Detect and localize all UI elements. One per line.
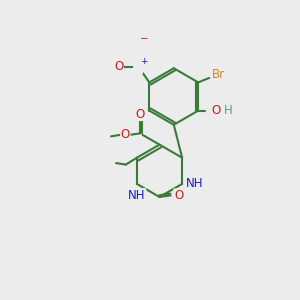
Text: +: + bbox=[140, 57, 147, 66]
Text: Br: Br bbox=[212, 68, 225, 81]
Text: O: O bbox=[121, 128, 130, 141]
Text: O: O bbox=[174, 189, 183, 202]
Text: NH: NH bbox=[186, 177, 203, 190]
Text: O: O bbox=[212, 104, 221, 117]
Text: O: O bbox=[114, 60, 123, 74]
Text: O: O bbox=[136, 107, 145, 121]
Text: −: − bbox=[140, 34, 148, 44]
Text: NH: NH bbox=[128, 189, 146, 202]
Text: N: N bbox=[134, 60, 142, 74]
Text: H: H bbox=[224, 104, 233, 117]
Text: O: O bbox=[134, 38, 143, 50]
